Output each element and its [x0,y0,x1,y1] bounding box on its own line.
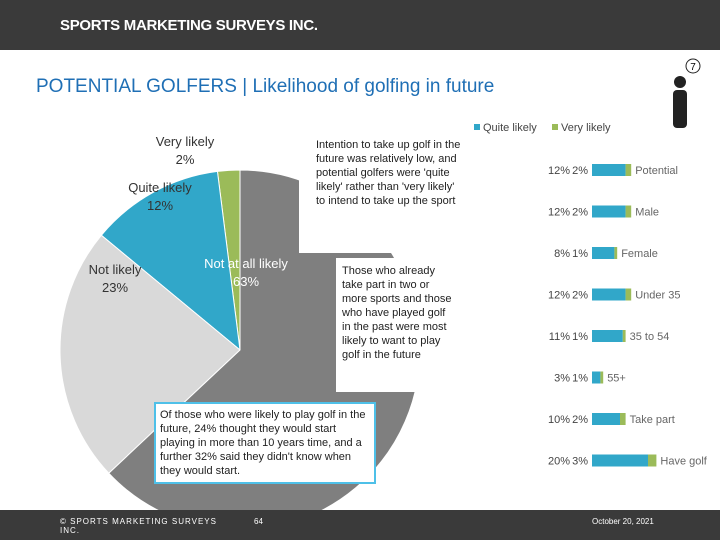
slice-label: Not likely [89,262,142,277]
bar-segment [592,164,626,176]
brand: SPORTS MARKETING SURVEYS INC. [60,17,318,34]
callout-2: Those who already take part in two or mo… [336,258,458,392]
slice-label: Not at all likely [204,256,288,271]
slice-value: 2% [176,152,195,167]
bar-value: 12% [548,207,570,219]
bar-value: 1% [572,331,588,343]
slide-title: POTENTIAL GOLFERS | Likelihood of golfin… [36,76,495,97]
bar-segment [625,164,632,176]
bar-value: 3% [554,373,570,385]
category-label: 55+ [607,373,626,385]
bar-value: 1% [572,373,588,385]
legend-label: Very likely [561,122,611,134]
bar-value: 1% [572,248,588,260]
footer-bar [0,510,720,540]
category-label: Under 35 [635,290,680,302]
bar-segment [592,454,648,467]
bar-segment [625,288,632,301]
bar-segment [622,330,626,342]
slice-value: 63% [233,274,259,289]
callout-3: Of those who were likely to play golf in… [154,402,376,484]
slice-value: 23% [102,280,128,295]
date: October 20, 2021 [592,517,654,526]
category-label: Have golf [660,456,707,468]
slice-label: Quite likely [128,180,192,195]
bar-segment [592,371,601,384]
bar-value: 8% [554,248,570,260]
slice-label: Very likely [156,134,215,149]
bar-segment [592,330,623,342]
bar-segment [614,247,618,259]
pie-slice [59,234,241,474]
category-label: Female [621,248,658,260]
slice-value: 12% [147,198,173,213]
bar-segment [592,288,626,301]
bar-segment [592,413,620,425]
bar-value: 3% [572,456,588,468]
bar-segment [600,371,604,384]
bar-value: 2% [572,290,588,302]
bar-value: 10% [548,414,570,426]
bar-value: 20% [548,456,570,468]
callout-1: Intention to take up golf in the future … [300,130,472,252]
category-label: Take part [630,414,675,426]
header-bar: SPORTS MARKETING SURVEYS INC. [0,0,720,50]
legend-label: Quite likely [483,122,537,134]
bar-segment [648,454,657,467]
category-label: Male [635,207,659,219]
category-label: 35 to 54 [630,331,670,343]
bar-value: 2% [572,207,588,219]
person-icon [673,58,701,128]
bar-value: 11% [549,331,570,343]
legend-swatch [552,124,558,130]
bar-value: 12% [548,165,570,177]
pie-slice [100,170,241,352]
bar-value: 12% [548,290,570,302]
legend-swatch [474,124,480,130]
bar-segment [592,205,626,218]
page-number: 64 [254,517,263,526]
bar-value: 2% [572,165,588,177]
bar-segment [620,413,626,425]
bar-value: 2% [572,414,588,426]
copyright: © SPORTS MARKETING SURVEYS INC. [60,517,217,535]
page-badge: 7 [690,62,696,73]
bar-segment [592,247,615,259]
bar-segment [625,205,632,218]
category-label: Potential [635,165,678,177]
